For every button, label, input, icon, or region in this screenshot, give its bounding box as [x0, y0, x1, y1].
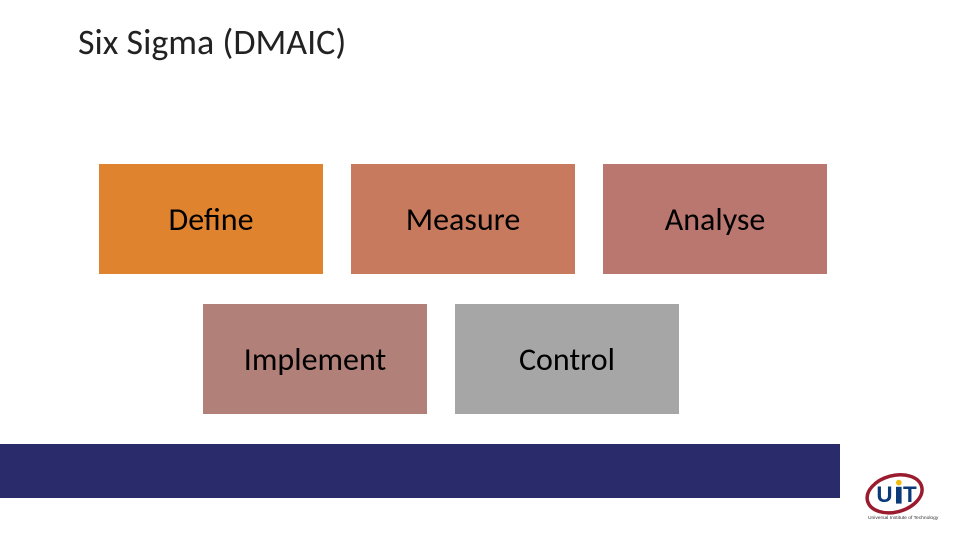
logo-subtitle: Universal Institute of Technology	[868, 515, 939, 521]
footer-bar	[0, 444, 840, 498]
row-2: Implement Control	[203, 304, 679, 414]
row-1: Define Measure Analyse	[99, 164, 827, 274]
box-analyse: Analyse	[603, 164, 827, 274]
logo-letter-i-stem	[896, 487, 902, 504]
logo-letter-t: T	[903, 482, 917, 507]
slide-title: Six Sigma (DMAIC)	[78, 20, 346, 64]
logo-i-dot-icon	[896, 480, 902, 486]
box-define: Define	[99, 164, 323, 274]
box-implement: Implement	[203, 304, 427, 414]
box-control: Control	[455, 304, 679, 414]
box-measure: Measure	[351, 164, 575, 274]
logo-letter-u: U	[876, 482, 892, 507]
logo-uit: U T Universal Institute of Technology	[860, 470, 946, 526]
slide: Six Sigma (DMAIC) Define Measure Analyse…	[0, 0, 960, 540]
